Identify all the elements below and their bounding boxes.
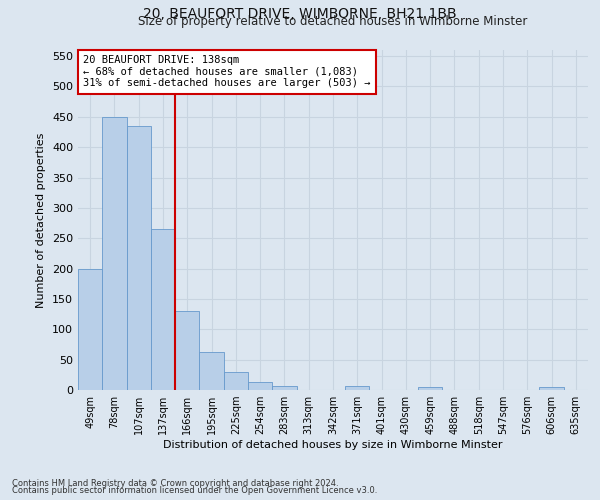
Bar: [248, 382, 272, 390]
Bar: [272, 386, 296, 390]
Bar: [102, 117, 127, 390]
Bar: [418, 387, 442, 390]
Bar: [78, 268, 102, 390]
Bar: [539, 387, 564, 390]
Bar: [345, 386, 370, 390]
Bar: [151, 229, 175, 390]
Bar: [127, 126, 151, 390]
Bar: [224, 372, 248, 390]
Text: Contains HM Land Registry data © Crown copyright and database right 2024.: Contains HM Land Registry data © Crown c…: [12, 478, 338, 488]
Bar: [199, 352, 224, 390]
Text: 20, BEAUFORT DRIVE, WIMBORNE, BH21 1BB: 20, BEAUFORT DRIVE, WIMBORNE, BH21 1BB: [143, 8, 457, 22]
Text: Contains public sector information licensed under the Open Government Licence v3: Contains public sector information licen…: [12, 486, 377, 495]
Y-axis label: Number of detached properties: Number of detached properties: [37, 132, 46, 308]
X-axis label: Distribution of detached houses by size in Wimborne Minster: Distribution of detached houses by size …: [163, 440, 503, 450]
Title: Size of property relative to detached houses in Wimborne Minster: Size of property relative to detached ho…: [139, 15, 527, 28]
Text: 20 BEAUFORT DRIVE: 138sqm
← 68% of detached houses are smaller (1,083)
31% of se: 20 BEAUFORT DRIVE: 138sqm ← 68% of detac…: [83, 55, 371, 88]
Bar: [175, 311, 199, 390]
